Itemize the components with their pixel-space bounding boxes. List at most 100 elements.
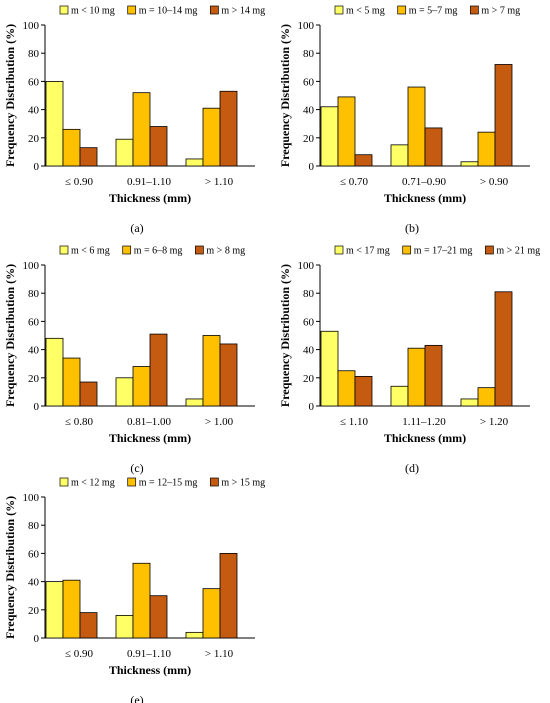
bar [354,375,373,407]
y-tick-label: 20 [28,133,40,145]
bar [424,127,443,167]
panel-label: (d) [405,461,419,475]
y-tick-label: 60 [28,548,40,560]
x-tick-label: ≤ 0.80 [65,416,94,428]
chart-panel-e: m < 12 mg m = 12–15 mg m > 15 mg 0 20 40 60 80 1… [3,478,265,703]
legend-swatch [397,5,407,15]
legend-swatch [210,477,219,487]
bar [320,106,339,167]
legend-label: m = 10–14 mg [139,6,198,17]
bar [407,347,426,407]
y-tick-label: 40 [28,105,40,117]
panel-label: (c) [130,461,143,475]
bar [45,337,64,407]
legend-swatch [334,245,344,255]
panel-label: (e) [130,693,143,703]
bar [219,90,238,167]
x-axis-title: Thickness (mm) [109,431,191,445]
y-tick-label: 60 [28,76,40,88]
x-axis-title: Thickness (mm) [109,191,191,205]
legend-swatch [485,245,494,255]
x-tick-label: > 1.10 [205,648,234,660]
bar [494,291,513,407]
x-tick-label: 0.91–1.10 [127,648,172,660]
legend-label: m = 6–8 mg [134,246,183,257]
legend-label: m > 21 mg [496,246,540,257]
bar [185,158,204,167]
y-tick-label: 80 [28,288,40,300]
bar [79,147,98,167]
y-tick-label: 80 [28,520,40,532]
bar [460,161,479,167]
bar [132,92,151,167]
y-tick-label: 80 [28,48,40,60]
y-tick-label: 40 [303,105,315,117]
bar [202,107,221,167]
y-axis-title: Frequency Distribution (%) [278,264,292,407]
x-axis-title: Thickness (mm) [384,431,466,445]
y-tick-label: 40 [28,345,40,357]
y-tick-label: 0 [309,161,315,173]
chart-panel-d: m < 17 mg m = 17–21 mg m > 21 mg 0 20 40 60 80 1… [278,246,540,476]
bar [79,612,98,639]
y-tick-label: 100 [23,492,40,504]
y-tick-label: 20 [303,373,315,385]
legend-swatch [127,477,137,487]
y-tick-label: 80 [303,48,315,60]
x-tick-label: 1.11–1.20 [402,416,446,428]
y-tick-label: 100 [23,260,40,272]
bar [132,366,151,407]
bar [477,387,496,407]
x-tick-label: 0.71–0.90 [402,176,447,188]
legend-label: m > 7 mg [481,6,520,17]
legend-label: m < 12 mg [71,478,115,489]
y-tick-label: 0 [34,401,40,413]
x-tick-label: > 1.10 [205,176,234,188]
bar [62,579,81,639]
y-tick-label: 20 [28,605,40,617]
legend-swatch [127,5,137,15]
bar [149,126,168,167]
bar [390,385,409,407]
panel-label: (b) [405,221,419,235]
bar [424,344,443,407]
legend-swatch [195,245,204,255]
y-axis-title: Frequency Distribution (%) [3,496,17,639]
y-axis-title: Frequency Distribution (%) [3,264,17,407]
y-tick-label: 0 [309,401,315,413]
bar [45,581,64,639]
bar [132,562,151,639]
legend-swatch [470,5,479,15]
legend-label: m < 10 mg [71,6,115,17]
chart-panel-c: m < 6 mg m = 6–8 mg m > 8 mg 0 20 40 60 80 100 ≤ … [3,245,255,475]
y-tick-label: 40 [303,345,315,357]
legend-label: m > 8 mg [206,246,245,257]
bar [219,553,238,639]
y-tick-label: 60 [303,76,315,88]
bar [115,615,134,639]
bar [460,398,479,407]
legend-swatch [59,245,69,255]
bar [79,381,98,407]
x-axis-title: Thickness (mm) [109,663,191,677]
legend-swatch [210,5,219,15]
x-tick-label: ≤ 0.70 [340,176,369,188]
x-tick-label: ≤ 0.90 [65,176,94,188]
x-tick-label: ≤ 1.10 [340,416,369,428]
bar [477,131,496,167]
x-tick-label: > 0.90 [480,176,509,188]
bar [219,343,238,407]
legend-swatch [59,5,69,15]
y-tick-label: 100 [298,260,315,272]
bar [407,86,426,167]
x-tick-label: > 1.00 [205,416,234,428]
y-axis-title: Frequency Distribution (%) [278,24,292,167]
y-tick-label: 20 [28,373,40,385]
legend-label: m < 6 mg [71,246,110,257]
bar [62,128,81,167]
bar [337,96,356,167]
bar [115,138,134,167]
panel-label: (a) [130,221,143,235]
legend-label: m = 17–21 mg [414,246,473,257]
